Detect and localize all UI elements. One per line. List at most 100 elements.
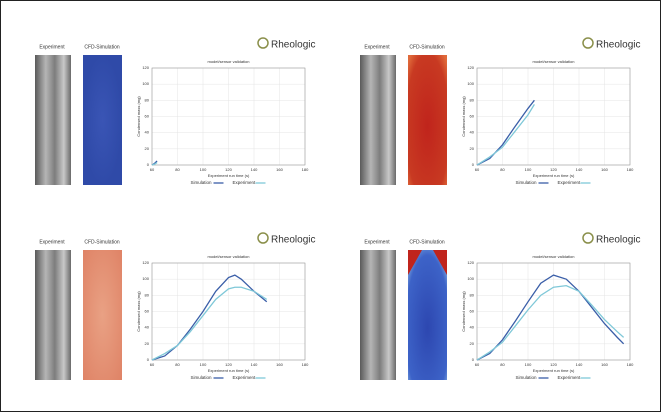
x-tick-label: 80 [175,362,180,367]
x-tick-label: 120 [225,362,232,367]
cfd-hot-zone [408,250,422,275]
x-tick-label: 80 [500,167,505,172]
x-tick-label: 80 [175,167,180,172]
x-tick-label: 120 [550,362,557,367]
experiment-label: Experiment [364,44,390,50]
chart-title: model/sensor validation [207,254,249,259]
x-tick-label: 60 [150,167,155,172]
y-tick-label: 60 [470,309,475,314]
x-tick-label: 100 [200,362,207,367]
experiment-label: Experiment [364,239,390,245]
series-line [151,286,268,361]
y-tick-label: 60 [145,114,150,119]
x-tick-label: 100 [525,362,532,367]
x-tick-label: 160 [276,362,283,367]
series-line [151,274,268,361]
y-axis-label: Condensed mass (mg) [461,291,466,332]
y-tick-label: 120 [467,65,474,70]
legend-label: Experiment [233,180,257,185]
logo: Rheologic [596,40,640,51]
experiment-image [35,55,71,185]
y-tick-label: 20 [470,146,475,151]
y-tick-label: 40 [145,325,150,330]
y-tick-label: 40 [145,130,150,135]
series-line [476,99,535,166]
y-tick-label: 20 [145,341,150,346]
x-tick-label: 80 [500,362,505,367]
x-tick-label: 60 [150,362,155,367]
x-tick-label: 100 [525,167,532,172]
x-tick-label: 140 [576,167,583,172]
cfd-image [83,55,122,185]
logo: Rheologic [271,40,315,51]
y-tick-label: 60 [470,114,475,119]
x-tick-label: 160 [601,167,608,172]
x-tick-label: 120 [550,167,557,172]
series-line [476,104,535,166]
y-tick-label: 120 [142,65,149,70]
series-line [476,284,625,361]
logo: Rheologic [596,235,640,246]
y-tick-label: 20 [145,146,150,151]
y-tick-label: 20 [470,341,475,346]
y-axis-label: Condensed mass (mg) [136,96,141,137]
legend-label: Experiment [233,375,257,380]
plot-frame [151,67,306,166]
logo: Rheologic [271,235,315,246]
x-tick-label: 180 [627,167,634,172]
logo-icon [582,232,594,244]
x-axis-label: Experiment run time (s) [208,173,250,178]
plot-frame [151,262,306,361]
x-tick-label: 160 [601,362,608,367]
x-tick-label: 140 [576,362,583,367]
x-tick-label: 140 [251,167,258,172]
series-line [151,162,158,166]
x-tick-label: 100 [200,167,207,172]
y-tick-label: 100 [467,81,474,86]
experiment-image [35,250,71,380]
cfd-image [408,250,447,380]
y-tick-label: 80 [145,292,150,297]
x-axis-label: Experiment run time (s) [533,368,575,373]
legend-label: Simulation [191,180,213,185]
chart-title: model/sensor validation [532,59,574,64]
legend-label: Simulation [516,180,538,185]
y-tick-label: 80 [145,97,150,102]
experiment-label: Experiment [39,44,65,50]
y-tick-label: 60 [145,309,150,314]
cfd-label: CFD-Simulation [84,239,120,245]
y-tick-label: 120 [142,260,149,265]
x-tick-label: 180 [302,167,309,172]
chart-title: model/sensor validation [532,254,574,259]
legend-label: Experiment [558,375,582,380]
cfd-label: CFD-Simulation [409,44,445,50]
logo-icon [582,37,594,49]
x-axis-label: Experiment run time (s) [533,173,575,178]
chart-title: model/sensor validation [207,59,249,64]
logo-icon [257,37,269,49]
y-tick-label: 0 [472,162,475,167]
plot-frame [476,262,631,361]
y-tick-label: 80 [470,97,475,102]
y-axis-label: Condensed mass (mg) [136,291,141,332]
y-axis-label: Condensed mass (mg) [461,96,466,137]
y-tick-label: 0 [147,162,150,167]
series-line [476,274,625,361]
y-tick-label: 40 [470,130,475,135]
legend-label: Simulation [516,375,538,380]
legend-label: Simulation [191,375,213,380]
y-tick-label: 100 [142,81,149,86]
cfd-hot-zone [433,250,447,275]
y-tick-label: 80 [470,292,475,297]
experiment-label: Experiment [39,239,65,245]
y-tick-label: 40 [470,325,475,330]
plot-frame [476,67,631,166]
y-tick-label: 0 [147,357,150,362]
x-tick-label: 120 [225,167,232,172]
cfd-image [83,250,122,380]
x-axis-label: Experiment run time (s) [208,368,250,373]
logo-icon [257,232,269,244]
y-tick-label: 120 [467,260,474,265]
experiment-image [360,250,396,380]
